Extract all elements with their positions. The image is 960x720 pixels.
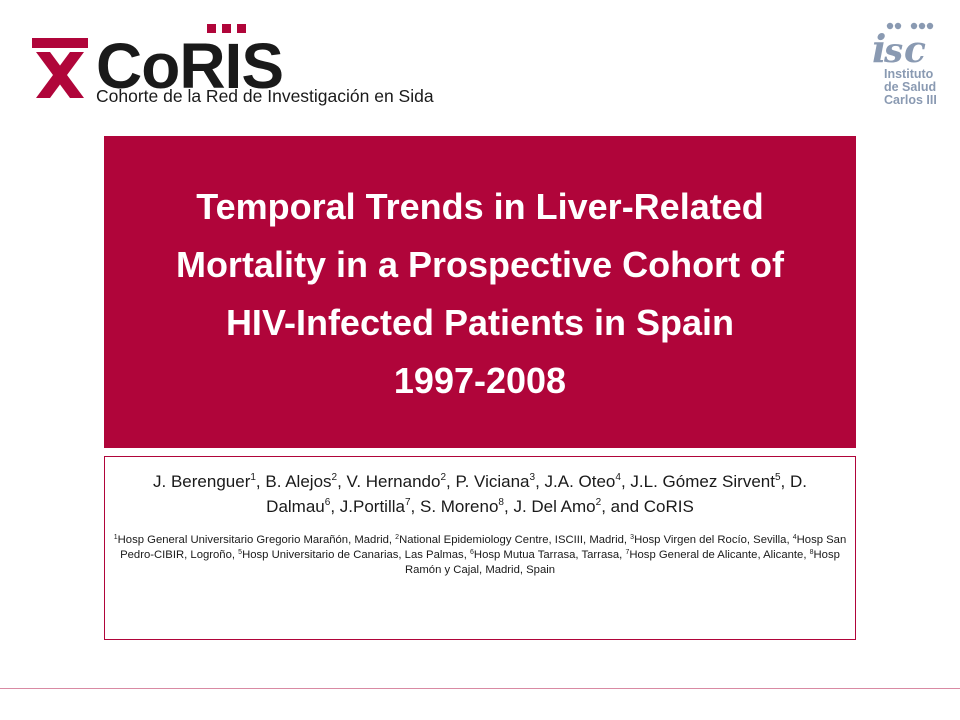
- affiliation-text: Hosp Universitario de Canarias, Las Palm…: [242, 549, 464, 561]
- title-line-1: Temporal Trends in Liver-Related: [196, 186, 764, 227]
- author-affiliation-number: 4: [615, 472, 621, 483]
- affiliation-number: 4: [792, 534, 797, 541]
- author-name: J. Del Amo: [513, 497, 596, 516]
- author-name: B. Alejos: [265, 472, 332, 491]
- coris-wordmark: CoRIS: [96, 30, 284, 102]
- affiliation-number: 7: [625, 549, 630, 556]
- isc-logo-text: Instituto de Salud Carlos III: [884, 68, 954, 107]
- author-name: J.L. Gómez Sirvent: [630, 472, 775, 491]
- affiliation-text: Hosp Virgen del Rocío, Sevilla: [634, 534, 787, 546]
- svg-text:i: i: [872, 26, 886, 68]
- author-affiliation-number: 6: [324, 497, 331, 508]
- affiliation-number: 2: [395, 534, 400, 541]
- isc-line-3: Carlos III: [884, 93, 937, 107]
- isc-line-2: de Salud: [884, 80, 937, 94]
- affiliation-text: National Epidemiology Centre, ISCIII, Ma…: [399, 534, 624, 546]
- title-box: Temporal Trends in Liver-Related Mortali…: [104, 136, 856, 448]
- affiliation-text: Hosp General de Alicante, Alicante: [629, 549, 804, 561]
- author-name: J. Berenguer: [153, 472, 251, 491]
- affiliation-number: 3: [630, 534, 635, 541]
- author-affiliation-number: 7: [404, 497, 411, 508]
- bottom-divider: [0, 688, 960, 689]
- author-name: D. Dalmau: [266, 472, 807, 516]
- affiliation-number: 5: [238, 549, 243, 556]
- author-list: J. Berenguer1, B. Alejos2, V. Hernando2,…: [153, 472, 807, 516]
- affiliation-number: 8: [809, 549, 814, 556]
- author-affiliation-number: 5: [774, 472, 781, 483]
- author-name: J.Portilla: [339, 497, 405, 516]
- affiliation-text: Hosp Ramón y Cajal, Madrid, Spain: [404, 549, 840, 576]
- coris-subtitle: Cohorte de la Red de Investigación en Si…: [96, 86, 434, 106]
- affiliation-text: Hosp Mutua Tarrasa, Tarrasa: [473, 549, 620, 561]
- affiliation-text: Hosp General Universitario Gregorio Mara…: [117, 534, 389, 546]
- affiliation-list: 1Hosp General Universitario Gregorio Mar…: [113, 534, 847, 576]
- affiliation-text: Hosp San Pedro-CIBIR, Logroño: [120, 534, 847, 561]
- author-group: and CoRIS: [610, 497, 694, 516]
- authors-box: J. Berenguer1, B. Alejos2, V. Hernando2,…: [104, 456, 856, 640]
- author-affiliation-number: 1: [250, 472, 256, 483]
- author-name: P. Viciana: [455, 472, 530, 491]
- isc-line-1: Instituto: [884, 67, 934, 81]
- author-affiliation-number: 2: [331, 472, 338, 483]
- slide-title: Temporal Trends in Liver-Related Mortali…: [115, 178, 845, 410]
- coris-dots-icon: [207, 24, 246, 33]
- author-name: S. Moreno: [419, 497, 499, 516]
- author-affiliation-number: 8: [498, 497, 504, 508]
- title-line-2: Mortality in a Prospective Cohort of: [175, 244, 785, 285]
- isc-logo-mark: i s c: [872, 22, 934, 68]
- author-name: V. Hernando: [346, 472, 441, 491]
- affiliation-number: 6: [470, 549, 474, 556]
- coris-logo-mark: [32, 38, 88, 98]
- svg-text:c: c: [904, 29, 926, 68]
- title-line-4: 1997-2008: [393, 360, 567, 401]
- title-line-3: HIV-Infected Patients in Spain: [225, 302, 735, 343]
- author-affiliation-number: 2: [440, 472, 446, 483]
- svg-text:s: s: [883, 31, 903, 68]
- author-affiliation-number: 3: [529, 472, 536, 483]
- affiliation-number: 1: [113, 534, 118, 541]
- author-name: J.A. Oteo: [544, 472, 616, 491]
- author-affiliation-number: 2: [595, 497, 602, 508]
